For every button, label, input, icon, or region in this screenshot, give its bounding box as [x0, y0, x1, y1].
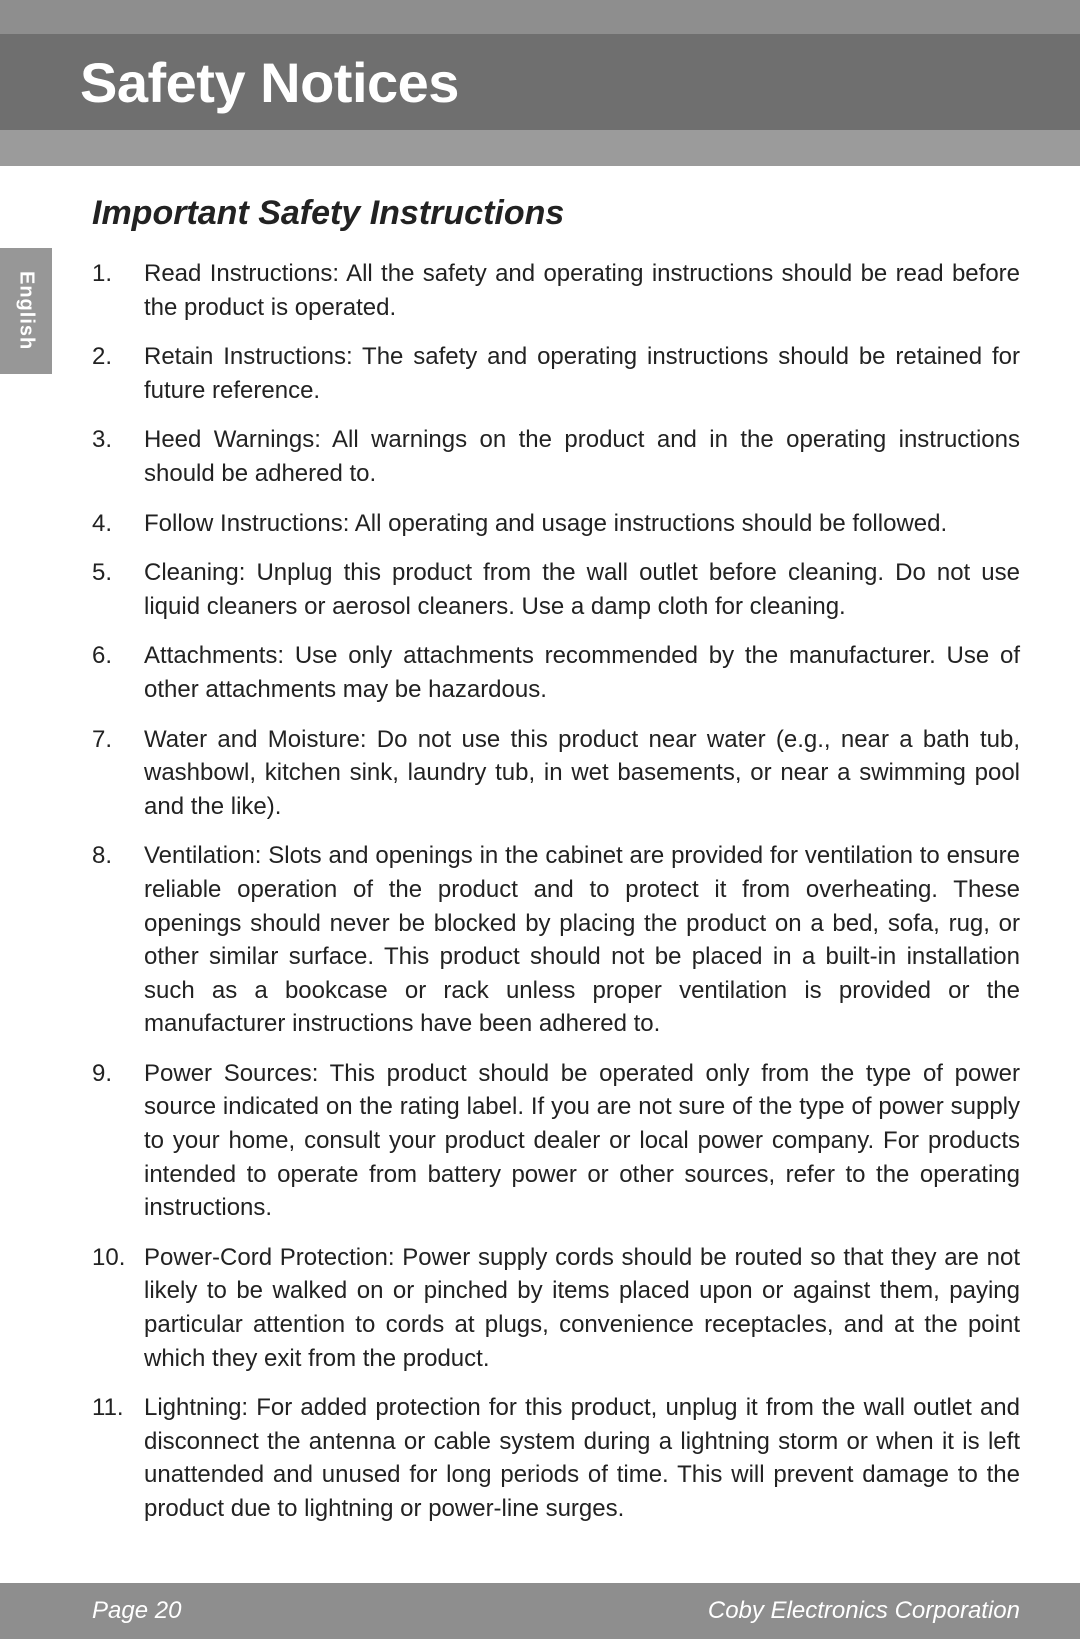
- instruction-item: Power Sources: This product should be op…: [92, 1057, 1020, 1225]
- top-gray-bar: [0, 0, 1080, 34]
- instruction-item: Follow Instructions: All operating and u…: [92, 507, 1020, 541]
- language-tab-label: English: [15, 271, 38, 350]
- instruction-item: Lightning: For added protection for this…: [92, 1391, 1020, 1525]
- instruction-item: Heed Warnings: All warnings on the produ…: [92, 423, 1020, 490]
- instruction-item: Ventilation: Slots and openings in the c…: [92, 839, 1020, 1041]
- instruction-item: Retain Instructions: The safety and oper…: [92, 340, 1020, 407]
- header-title: Safety Notices: [80, 50, 459, 115]
- instructions-list-wrap: Read Instructions: All the safety and op…: [0, 257, 1080, 1526]
- header-underbar: [0, 130, 1080, 166]
- instruction-item: Cleaning: Unplug this product from the w…: [92, 556, 1020, 623]
- footer-company: Coby Electronics Corporation: [708, 1597, 1020, 1625]
- footer-page-label: Page 20: [92, 1597, 181, 1625]
- footer-bar: Page 20 Coby Electronics Corporation: [0, 1583, 1080, 1639]
- language-tab: English: [0, 248, 52, 374]
- page: Safety Notices English Important Safety …: [0, 0, 1080, 1639]
- header-bar: Safety Notices: [0, 34, 1080, 130]
- instruction-item: Water and Moisture: Do not use this prod…: [92, 723, 1020, 824]
- instruction-item: Power-Cord Protection: Power supply cord…: [92, 1241, 1020, 1375]
- section-title: Important Safety Instructions: [0, 166, 1080, 257]
- instructions-list: Read Instructions: All the safety and op…: [92, 257, 1020, 1526]
- instruction-item: Read Instructions: All the safety and op…: [92, 257, 1020, 324]
- instruction-item: Attachments: Use only attachments recomm…: [92, 639, 1020, 706]
